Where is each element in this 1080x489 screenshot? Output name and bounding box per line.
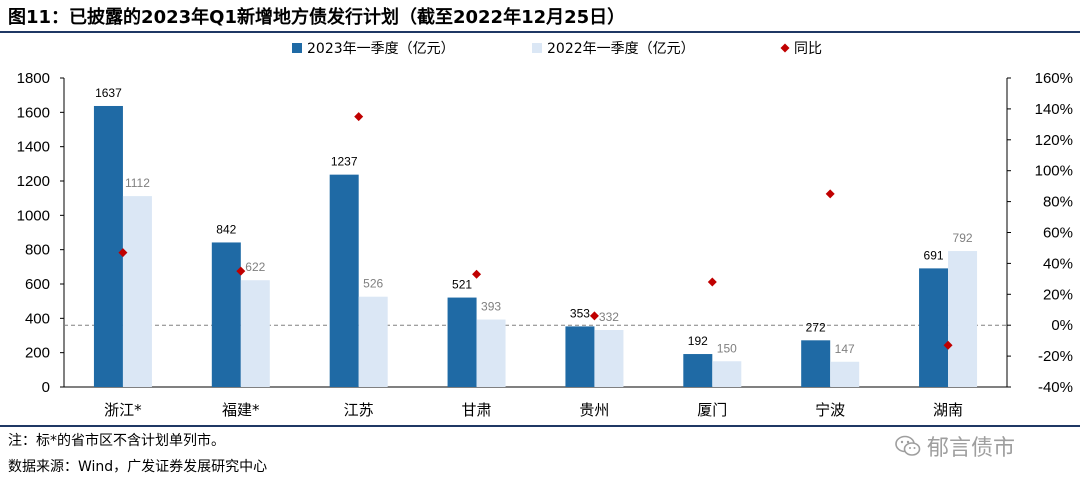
bar-2022 <box>240 280 270 387</box>
right-tick-label: 60% <box>1043 225 1073 242</box>
bar-2022-label: 526 <box>363 277 383 291</box>
right-tick-label: 20% <box>1043 286 1073 303</box>
left-tick-label: 1200 <box>17 173 50 190</box>
category-label: 江苏 <box>344 401 374 419</box>
category-labels: 浙江* 福建* 江苏 甘肃 贵州 厦门 宁波 湖南 <box>104 401 963 419</box>
bar-2023 <box>919 268 949 387</box>
category-label: 贵州 <box>579 401 609 419</box>
category-label: 浙江* <box>104 401 142 419</box>
left-tick-label: 800 <box>25 242 50 259</box>
bar-2023 <box>683 354 713 387</box>
yoy-points <box>118 112 953 350</box>
legend-swatch-2023 <box>292 43 302 53</box>
bars <box>93 105 978 388</box>
footer-divider <box>0 425 1080 427</box>
right-tick-label: 160% <box>1035 70 1073 87</box>
category-label: 湖南 <box>933 401 963 419</box>
right-tick-label: -40% <box>1038 379 1073 396</box>
chart-title: 图11：已披露的2023年Q1新增地方债发行计划（截至2022年12月25日） <box>8 7 626 28</box>
legend-label-2023: 2023年一季度（亿元） <box>307 41 455 57</box>
bar-2022 <box>476 319 506 387</box>
legend-swatch-2022 <box>532 43 542 53</box>
title-divider <box>0 31 1080 33</box>
bar-2023-label: 272 <box>806 320 826 334</box>
legend-label-2022: 2022年一季度（亿元） <box>547 41 695 57</box>
category-label: 宁波 <box>815 401 845 419</box>
axes <box>63 78 1008 388</box>
bar-2023-label: 691 <box>924 248 944 262</box>
bar-chart: 2023年一季度（亿元） 2022年一季度（亿元） 同比 0 200 400 600 800… <box>17 41 1073 419</box>
bar-2022-label: 150 <box>717 341 737 355</box>
bar-2023-label: 192 <box>688 334 708 348</box>
yoy-point <box>118 248 128 258</box>
bar-2023 <box>329 174 359 387</box>
right-tick-label: 80% <box>1043 194 1073 211</box>
left-axis-ticks: 0 200 400 600 800 1000 1200 1400 1600 1800 <box>17 70 64 396</box>
bar-2023 <box>565 326 595 387</box>
category-label: 厦门 <box>697 401 727 419</box>
left-tick-label: 1800 <box>17 70 50 87</box>
bar-2022-label: 622 <box>245 260 265 274</box>
bar-2022 <box>122 196 152 387</box>
bar-2023 <box>211 242 241 387</box>
bar-2023-label: 353 <box>570 306 590 320</box>
yoy-point <box>354 112 364 122</box>
left-tick-label: 1400 <box>17 139 50 156</box>
bar-2023-label: 1637 <box>95 86 122 100</box>
bar-2023-label: 521 <box>452 278 472 292</box>
left-tick-label: 400 <box>25 310 50 327</box>
wechat-icon <box>895 435 921 456</box>
right-tick-label: 40% <box>1043 255 1073 272</box>
legend: 2023年一季度（亿元） 2022年一季度（亿元） 同比 <box>292 41 822 57</box>
bar-2023 <box>447 297 477 387</box>
footnote: 注：标*的省市区不含计划单列市。 <box>8 433 225 449</box>
legend-marker-yoy <box>780 43 790 53</box>
bar-2022-label: 332 <box>599 310 619 324</box>
watermark: 郁言债市 <box>895 430 1015 462</box>
data-source: 数据来源：Wind，广发证券发展研究中心 <box>8 459 268 475</box>
left-tick-label: 1600 <box>17 104 50 121</box>
right-tick-label: 120% <box>1035 132 1073 149</box>
right-tick-label: 140% <box>1035 101 1073 118</box>
bar-2022-label: 1112 <box>125 176 150 190</box>
bar-2023 <box>801 340 831 387</box>
left-tick-label: 600 <box>25 276 50 293</box>
yoy-point <box>825 189 835 199</box>
right-tick-label: 0% <box>1051 317 1073 334</box>
right-axis-ticks: -40% -20% 0% 20% 40% 60% 80% 100% 120% 140% 160% <box>1007 70 1073 396</box>
yoy-point <box>589 311 599 321</box>
left-tick-label: 0 <box>42 379 50 396</box>
yoy-point <box>943 340 953 350</box>
bar-2023-label: 842 <box>216 222 236 236</box>
bar-2022 <box>948 251 978 387</box>
left-tick-label: 1000 <box>17 207 50 224</box>
bar-2022 <box>712 361 742 387</box>
bar-2022 <box>594 330 624 387</box>
bar-2022-label: 393 <box>481 300 501 314</box>
watermark-text: 郁言债市 <box>927 436 1016 461</box>
data-labels: 1637 1112 842 622 1237 526 521 393 353 332 192 150 2… <box>95 86 973 356</box>
yoy-point <box>236 266 246 276</box>
yoy-point <box>472 269 482 279</box>
category-label: 福建* <box>222 401 260 419</box>
legend-label-yoy: 同比 <box>794 41 822 57</box>
bar-2022 <box>830 361 860 387</box>
category-label: 甘肃 <box>462 401 492 419</box>
bar-2023 <box>93 105 123 388</box>
right-tick-label: -20% <box>1038 348 1073 365</box>
bar-2022 <box>358 296 388 387</box>
bar-2022-label: 147 <box>835 342 855 356</box>
bar-2023-label: 1237 <box>331 155 358 169</box>
right-tick-label: 100% <box>1035 163 1073 180</box>
left-tick-label: 200 <box>25 345 50 362</box>
bar-2022-label: 792 <box>953 231 973 245</box>
yoy-point <box>707 277 717 287</box>
